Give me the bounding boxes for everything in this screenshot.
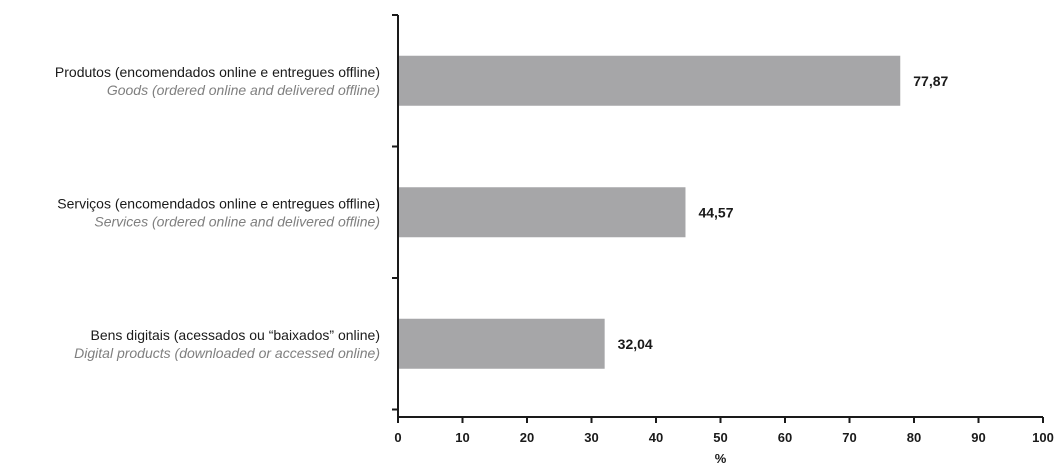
x-tick-label-100: 100 — [1032, 430, 1054, 445]
value-label-1: 77,87 — [913, 73, 948, 89]
value-label-3: 32,04 — [618, 336, 653, 352]
bar-3 — [398, 318, 605, 369]
x-tick-label-60: 60 — [778, 430, 792, 445]
x-tick-label-40: 40 — [649, 430, 663, 445]
x-tick-label-10: 10 — [455, 430, 469, 445]
x-tick-label-90: 90 — [971, 430, 985, 445]
category-label-en-2: Services (ordered online and delivered o… — [94, 213, 380, 229]
bar-1 — [398, 55, 901, 106]
category-label-en-3: Digital products (downloaded or accessed… — [74, 345, 380, 361]
x-tick-label-50: 50 — [713, 430, 727, 445]
x-tick-label-20: 20 — [520, 430, 534, 445]
category-label-en-1: Goods (ordered online and delivered offl… — [107, 82, 380, 98]
x-tick-label-0: 0 — [394, 430, 401, 445]
x-tick-label-80: 80 — [907, 430, 921, 445]
x-tick-label-30: 30 — [584, 430, 598, 445]
category-label-1: Produtos (encomendados online e entregue… — [55, 64, 380, 80]
category-label-3: Bens digitais (acessados ou “baixados” o… — [91, 327, 381, 343]
category-label-2: Serviços (encomendados online e entregue… — [57, 195, 380, 211]
bar-2 — [398, 187, 686, 238]
value-label-2: 44,57 — [698, 204, 733, 220]
x-axis-title: % — [715, 451, 727, 466]
x-tick-label-70: 70 — [842, 430, 856, 445]
